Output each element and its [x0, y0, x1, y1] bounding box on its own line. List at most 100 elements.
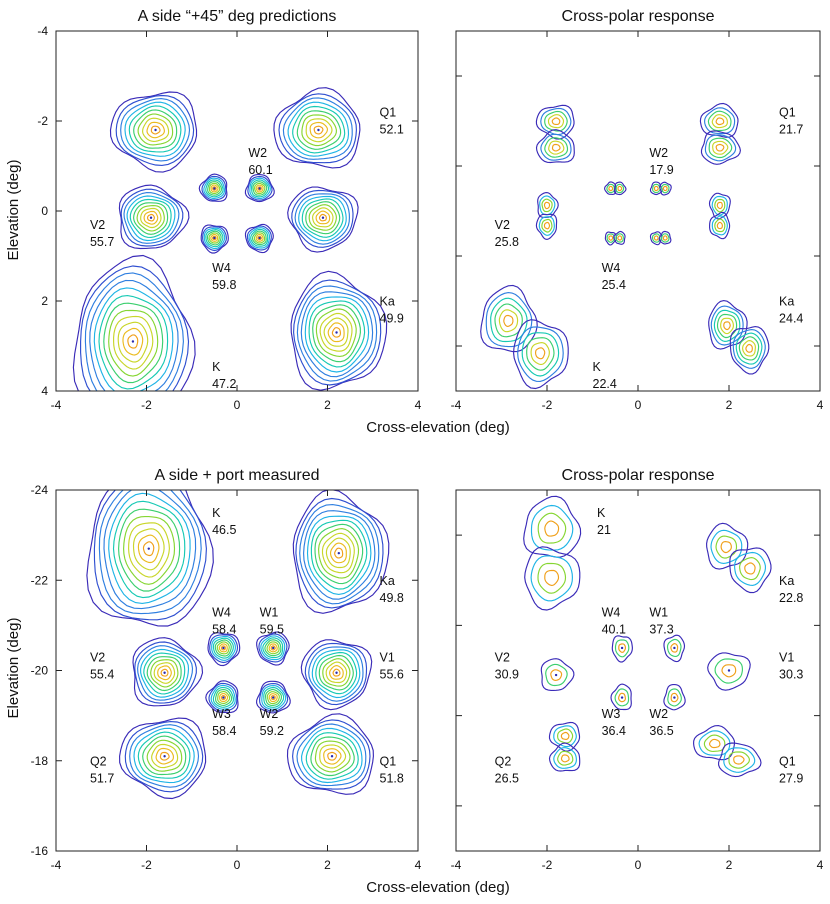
y-tick-label: -2: [37, 114, 48, 128]
contour-level: [310, 519, 368, 590]
x-tick-label: -2: [141, 398, 152, 412]
contour-level: [268, 643, 278, 653]
contour-level: [256, 680, 291, 714]
contour-level: [294, 193, 350, 245]
beam-label-w2: W2 36.5: [649, 707, 673, 738]
contour-level: [108, 309, 159, 377]
contour-level: [132, 528, 165, 571]
figure-x-axis-label-bottom: Cross-elevation (deg): [366, 879, 509, 896]
contour-level: [729, 326, 770, 375]
beam-peak-marker: [258, 236, 261, 240]
beam-peak-marker: [154, 128, 157, 132]
y-tick-label: 4: [41, 384, 48, 398]
contour-level: [308, 646, 364, 702]
contour-level: [137, 645, 194, 701]
contour-level: [140, 207, 162, 229]
contour-level: [207, 181, 222, 196]
beam-contour-w2: [663, 684, 686, 711]
contour-level: [543, 201, 551, 210]
contour-level: [325, 661, 348, 684]
y-tick-label: 0: [41, 204, 48, 218]
contour-level: [535, 129, 575, 164]
contour-level: [551, 117, 561, 125]
contour-level: [150, 659, 179, 688]
contour-level: [738, 336, 760, 361]
contour-level: [613, 181, 627, 196]
contour-level: [293, 279, 382, 386]
contour-level: [670, 643, 679, 653]
contour-level: [112, 500, 186, 599]
beam-label-ka: Ka 49.8: [380, 574, 404, 605]
contour-level: [273, 87, 361, 169]
contour-level: [126, 195, 176, 242]
contour-level: [698, 730, 731, 756]
beam-label-v1: V1 30.3: [779, 650, 803, 681]
beam-label-v2: V2 30.9: [495, 650, 519, 681]
contour-level: [709, 738, 721, 749]
beam-peak-marker: [222, 646, 225, 650]
beam-contour-unlabeled-4: [198, 173, 228, 202]
contour-level: [653, 185, 659, 192]
contour-level: [216, 641, 230, 655]
contour-level: [146, 121, 165, 139]
contour-level: [712, 140, 729, 155]
contour-level: [146, 656, 182, 692]
contour-level: [699, 102, 739, 138]
beam-contour-w2: [649, 181, 672, 196]
contour-level: [716, 221, 723, 230]
contour-level: [715, 117, 725, 126]
beam-label-w4: W4 59.8: [212, 261, 236, 292]
contour-level: [142, 735, 187, 776]
beam-contour-q1: [286, 713, 374, 795]
contour-level: [604, 231, 617, 246]
contour-level: [611, 635, 633, 663]
contour-level: [711, 215, 728, 236]
contour-level: [723, 321, 731, 331]
beam-label-v2: V2 55.7: [90, 218, 114, 249]
x-tick-label: 0: [234, 398, 241, 412]
contour-level: [557, 750, 574, 766]
contour-level: [268, 693, 278, 703]
contour-level: [332, 668, 341, 677]
contour-level: [155, 747, 174, 765]
beam-contour-q1: [273, 87, 361, 169]
beam-peak-marker: [620, 646, 624, 650]
beam-peak-marker: [335, 671, 338, 674]
contour-level: [137, 534, 160, 564]
contour-level: [732, 329, 766, 369]
contour-level: [207, 632, 241, 667]
contour-level: [72, 254, 196, 391]
contour-level: [541, 198, 553, 213]
contour-level: [530, 342, 550, 365]
beam-label-v1: V1 55.6: [380, 650, 404, 681]
plot-area: [523, 495, 772, 778]
beam-label-w2: W2 59.2: [260, 707, 284, 738]
contour-level: [553, 747, 577, 769]
contour-level: [84, 272, 184, 391]
beam-contour-k: [523, 495, 582, 611]
contour-level: [210, 184, 219, 193]
panel-title: Cross-polar response: [562, 467, 715, 484]
contour-level: [143, 210, 159, 225]
contour-level: [132, 637, 204, 707]
contour-level: [662, 185, 668, 192]
contour-level: [137, 113, 174, 146]
contour-level: [123, 516, 176, 585]
beam-peak-marker: [727, 669, 731, 672]
contour-level: [244, 174, 275, 203]
contour-level: [260, 635, 286, 661]
contour-level: [550, 669, 563, 681]
contour-level: [142, 541, 155, 557]
contour-level: [198, 173, 228, 202]
contour-level: [134, 641, 197, 704]
contour-level: [205, 229, 224, 248]
contour-level: [708, 137, 733, 159]
contour-level: [670, 692, 679, 703]
contour-level: [663, 634, 686, 663]
contour-level: [557, 728, 574, 744]
chart-panel-2: Cross-polar response K 22.4 Ka 24.4 W4 25.4 W2 1…: [451, 8, 824, 412]
chart-panel-4: Cross-polar response K 21 Ka 22.8 W4 40.1 W1 37.…: [451, 467, 824, 872]
contour-level: [202, 226, 227, 252]
contour-level: [133, 727, 195, 784]
x-tick-label: 4: [817, 858, 824, 872]
